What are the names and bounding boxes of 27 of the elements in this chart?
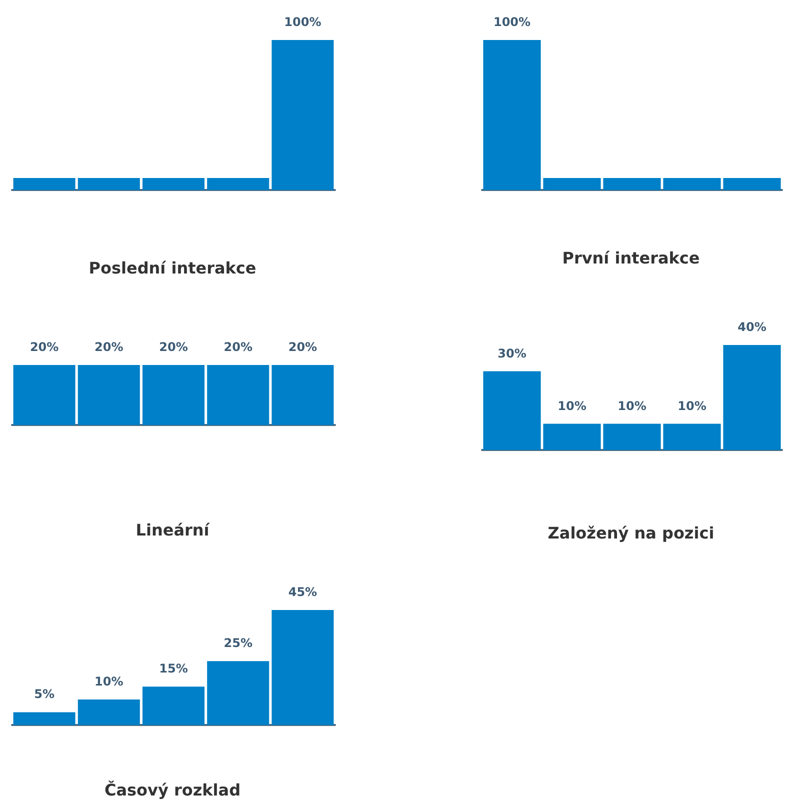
data-label: 10% xyxy=(94,674,124,688)
data-label: 20% xyxy=(30,340,59,354)
data-label: 20% xyxy=(94,340,124,354)
data-label: 45% xyxy=(288,585,318,599)
bar xyxy=(272,610,334,725)
data-label: 100% xyxy=(493,15,531,29)
bar xyxy=(78,699,140,725)
data-label: 30% xyxy=(498,346,526,360)
text: Poslední interakce xyxy=(88,258,256,278)
data-label: 20% xyxy=(159,340,188,354)
data-label: 10% xyxy=(618,398,646,413)
data-label: 25% xyxy=(224,636,252,650)
data-label: 15% xyxy=(159,662,188,676)
data-label: 10% xyxy=(558,398,586,413)
text: Časový rozklad xyxy=(104,780,241,800)
bar xyxy=(142,686,205,725)
text: První interakce xyxy=(562,248,700,268)
data-label: 20% xyxy=(288,340,318,354)
data-label: 20% xyxy=(224,340,252,354)
data-label: 5% xyxy=(34,687,54,702)
text: Lineární xyxy=(136,520,211,540)
text: Založený na pozici xyxy=(548,524,714,542)
bar xyxy=(13,712,76,725)
data-label: 10% xyxy=(678,398,706,413)
data-label: 100% xyxy=(284,15,322,29)
bar xyxy=(207,661,270,725)
data-label: 40% xyxy=(738,320,766,334)
